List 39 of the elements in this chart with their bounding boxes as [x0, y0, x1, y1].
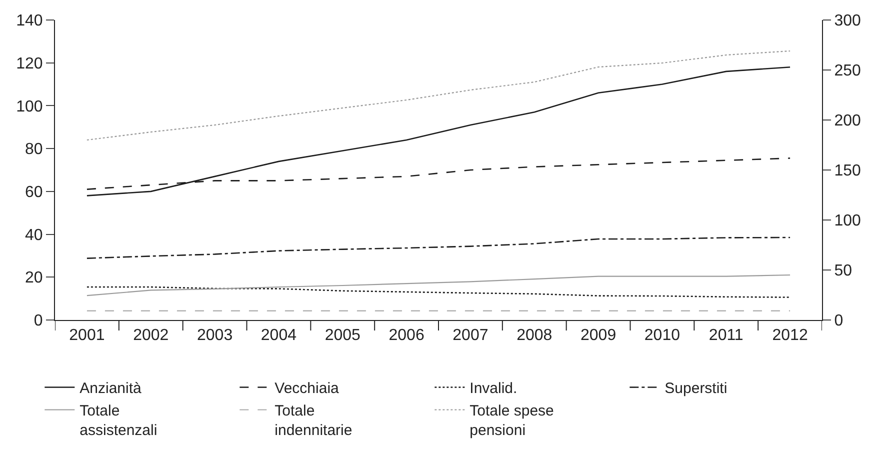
line-series — [86, 274, 791, 296]
y2-tick-label: 100 — [834, 212, 861, 230]
line-series — [86, 66, 791, 196]
y-tick-label: 20 — [25, 270, 43, 287]
x-tick-label: 2010 — [644, 327, 680, 344]
y-tick-label: 100 — [16, 98, 43, 116]
y-tick-label: 40 — [25, 226, 43, 244]
y-tick-label: 60 — [25, 184, 43, 202]
x-tick-label: 2002 — [133, 327, 169, 344]
x-tick-label: 2004 — [260, 327, 297, 344]
y2-tick-label: 50 — [834, 262, 852, 280]
line-series — [86, 50, 791, 141]
y-tick-label: 140 — [16, 12, 43, 30]
y-tick-label: 80 — [25, 141, 43, 158]
x-tick-label: 2001 — [69, 327, 105, 344]
y-tick-label: 0 — [34, 312, 43, 330]
x-tick-label: 2006 — [388, 327, 424, 344]
x-tick-label: 2005 — [324, 327, 361, 344]
legend-label: Totale spese pensioni — [470, 402, 554, 440]
legend-label: Superstiti — [664, 380, 728, 398]
line-series — [86, 236, 791, 259]
x-tick-label: 2008 — [516, 327, 552, 344]
y-tick-label: 120 — [16, 55, 43, 72]
x-tick-label: 2012 — [772, 327, 808, 344]
legend-label: Totale indennitarie — [274, 402, 352, 440]
y2-tick-label: 250 — [834, 62, 861, 80]
y2-tick-label: 0 — [834, 312, 844, 330]
legend-label: Vecchiaia — [274, 380, 340, 398]
legend-label: Totale assistenzali — [80, 402, 158, 440]
line-series — [86, 286, 791, 298]
y2-tick-label: 150 — [834, 162, 861, 180]
x-tick-label: 2003 — [196, 327, 233, 344]
x-tick-label: 2007 — [452, 327, 488, 344]
y2-tick-label: 200 — [834, 112, 861, 130]
x-tick-label: 2011 — [708, 327, 744, 344]
x-tick-label: 2009 — [580, 327, 616, 344]
y2-tick-label: 300 — [834, 12, 861, 30]
legend-label: Anzianità — [80, 380, 142, 398]
legend-label: Invalid. — [470, 380, 518, 398]
